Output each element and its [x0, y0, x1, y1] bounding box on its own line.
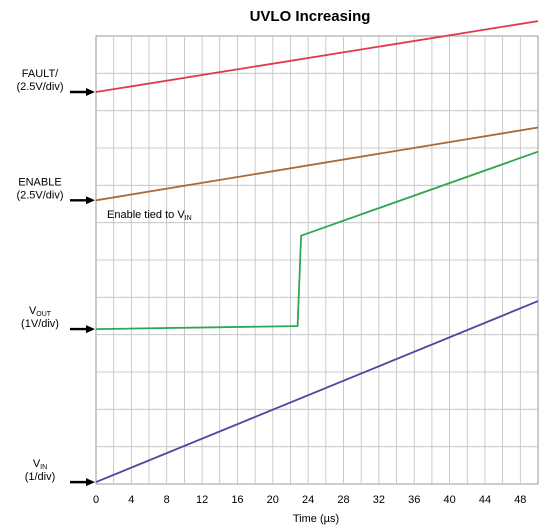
x-tick-label: 24: [302, 494, 314, 506]
channel-name: VOUT: [29, 305, 52, 318]
annotation-text: Enable tied to VIN: [107, 209, 192, 222]
channel-scale: (2.5V/div): [16, 81, 63, 93]
trace-line-4: [95, 300, 539, 483]
x-tick-label: 40: [443, 494, 455, 506]
channel-scale: (2.5V/div): [16, 189, 63, 201]
channel-marker-arrow-head: [86, 88, 95, 96]
x-tick-label: 16: [231, 494, 243, 506]
channel-name: ENABLE: [18, 176, 61, 188]
channel-label-2: ENABLE(2.5V/div): [16, 176, 95, 205]
x-tick-label: 44: [479, 494, 491, 506]
traces: [95, 20, 539, 483]
x-tick-label: 8: [164, 494, 170, 506]
x-tick-label: 48: [514, 494, 526, 506]
channel-scale: (1V/div): [21, 318, 59, 330]
x-axis-label: Time (µs): [293, 513, 339, 525]
trace-line-3: [95, 150, 539, 330]
channel-label-3: VOUT(1V/div): [21, 305, 95, 334]
trace-line-2: [95, 126, 539, 202]
x-tick-label: 36: [408, 494, 420, 506]
channel-label-4: VIN(1/div): [25, 458, 95, 487]
x-tick-label: 32: [373, 494, 385, 506]
channel-scale: (1/div): [25, 471, 56, 483]
trace-line-1: [95, 20, 539, 93]
channel-name: FAULT/: [22, 68, 59, 80]
channel-marker-arrow-head: [86, 325, 95, 334]
x-tick-label: 28: [337, 494, 349, 506]
chart-title: UVLO Increasing: [249, 8, 371, 25]
channel-name-subscript: OUT: [36, 311, 52, 318]
x-tick-labels: 0 4 8 12 16 20 24 28 32 36 40 44 48: [93, 494, 527, 506]
x-tick-label: 20: [267, 494, 279, 506]
x-tick-label: 0: [93, 494, 99, 506]
channel-name-subscript: IN: [40, 464, 47, 471]
grid: [95, 35, 539, 485]
channel-marker-arrow-head: [86, 196, 95, 205]
channel-label-1: FAULT/(2.5V/div): [16, 68, 95, 96]
channel-labels: FAULT/(2.5V/div)ENABLE(2.5V/div)VOUT(1V/…: [16, 68, 95, 487]
x-tick-label: 12: [196, 494, 208, 506]
channel-name: VIN: [33, 458, 47, 471]
channel-marker-arrow-head: [86, 478, 95, 487]
x-tick-label: 4: [128, 494, 134, 506]
